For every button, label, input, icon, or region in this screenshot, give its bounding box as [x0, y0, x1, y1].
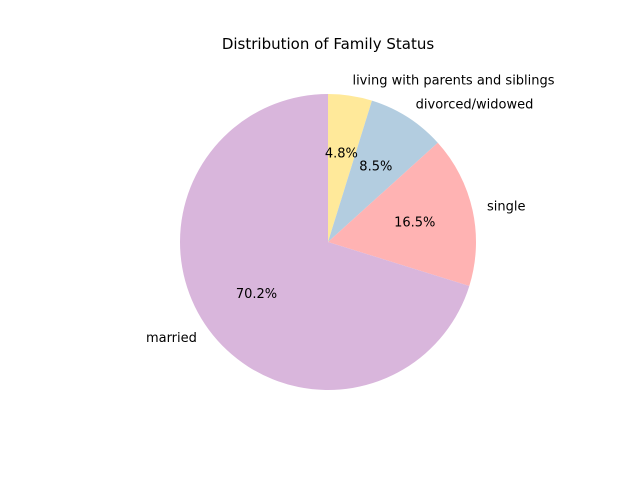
slice-label-married: married	[146, 331, 197, 346]
pie-slice-married	[180, 94, 470, 390]
pie-slice-single	[328, 142, 476, 286]
pie-slice-divorced-widowed	[328, 100, 438, 242]
slice-percent-married: 70.2%	[236, 287, 277, 302]
slice-percent-living-with-parents-and-siblings: 4.8%	[325, 147, 358, 162]
pie-labels: living with parents and siblings 4.8% divo…	[146, 74, 555, 346]
slice-label-divorced-widowed: divorced/widowed	[416, 97, 534, 112]
chart-title: Distribution of Family Status	[222, 35, 435, 53]
slice-label-living-with-parents-and-siblings: living with parents and siblings	[352, 74, 554, 89]
pie-slice-living-with-parents-and-siblings	[328, 94, 372, 242]
slice-percent-single: 16.5%	[394, 215, 435, 230]
slice-label-single: single	[487, 199, 525, 214]
pie-slices	[180, 94, 476, 390]
slice-percent-divorced-widowed: 8.5%	[359, 160, 392, 175]
